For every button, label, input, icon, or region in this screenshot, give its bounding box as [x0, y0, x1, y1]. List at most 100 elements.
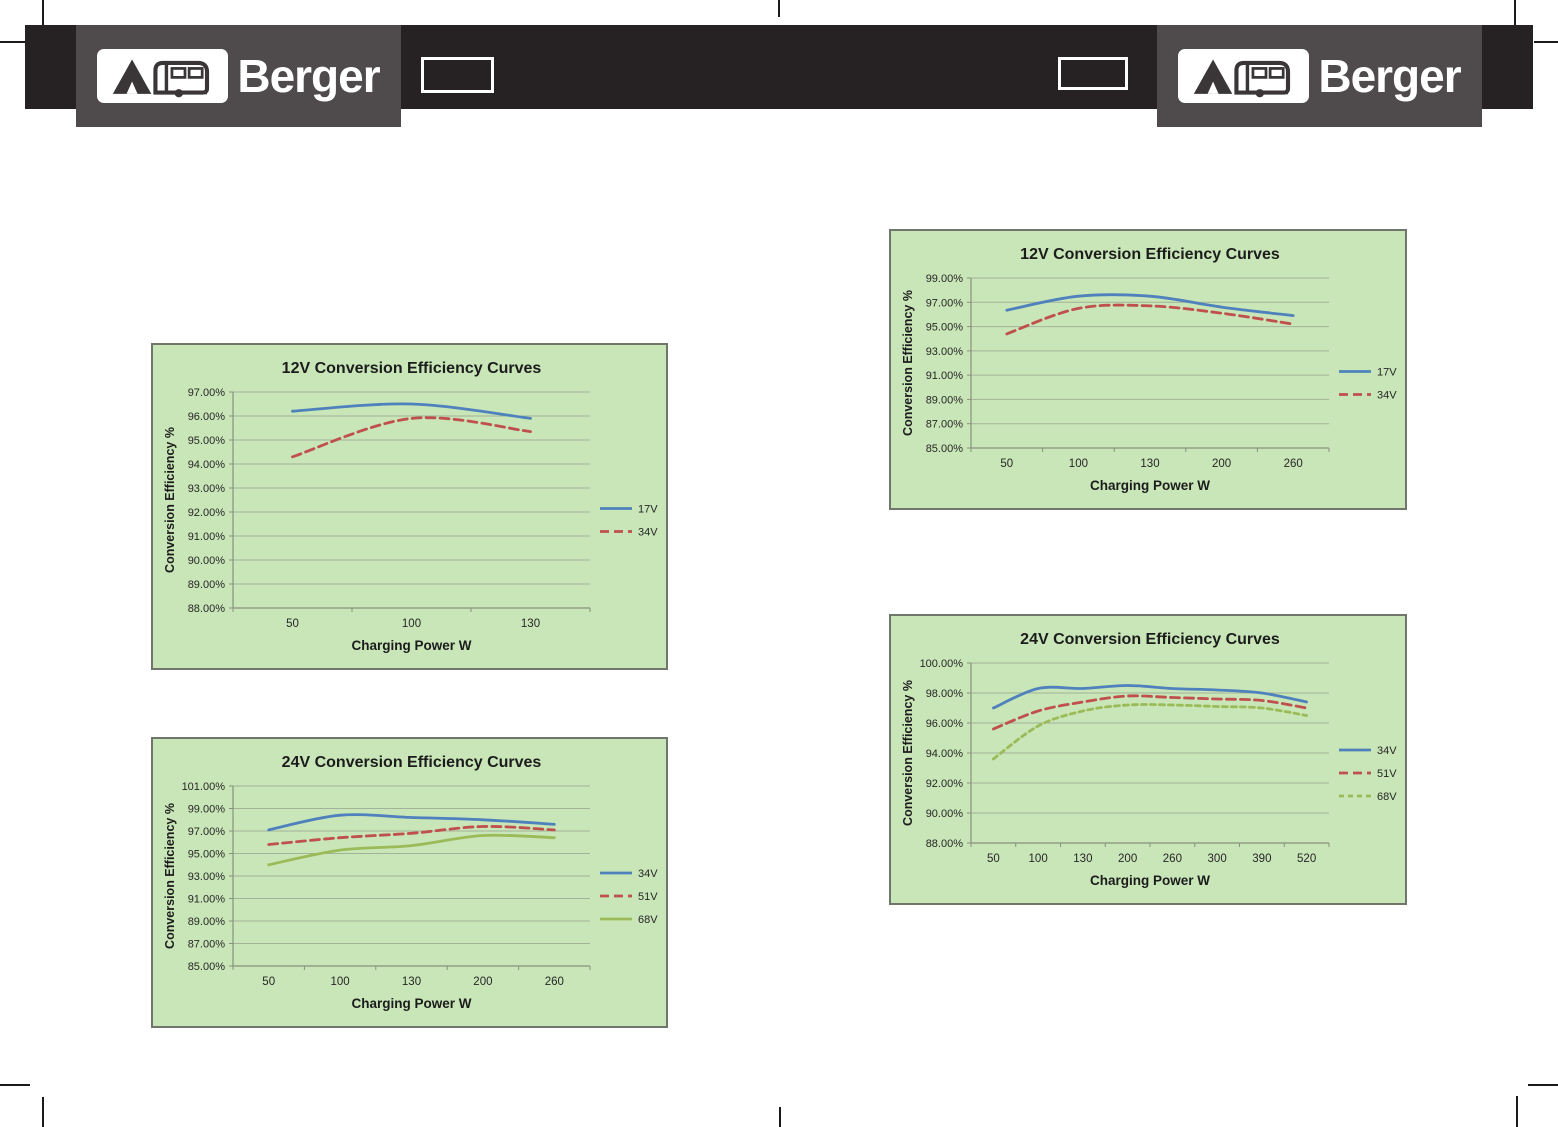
y-tick-label: 97.00%: [188, 826, 226, 838]
crop-mark-top-left-h: [0, 41, 30, 43]
y-tick-label: 91.00%: [926, 370, 964, 382]
y-tick-label: 98.00%: [926, 688, 964, 700]
x-tick-label: 200: [1212, 458, 1231, 470]
page-number-box-right: [1058, 57, 1128, 90]
x-tick-label: 50: [1000, 458, 1013, 470]
brand-name: Berger: [1318, 50, 1461, 102]
crop-mark-top-center-v: [778, 0, 780, 17]
series-line-51V: [267, 825, 556, 846]
x-axis-title: Charging Power W: [351, 996, 471, 1011]
y-axis-title: Conversion Efficiency %: [163, 427, 177, 573]
x-axis-title: Charging Power W: [1090, 478, 1210, 493]
y-tick-label: 100.00%: [920, 658, 964, 670]
x-tick-label: 130: [1140, 458, 1159, 470]
legend-label-68V: 68V: [1377, 791, 1397, 803]
series-line-17V: [291, 402, 532, 420]
crop-mark-bottom-center-v: [779, 1107, 781, 1127]
y-tick-label: 88.00%: [188, 603, 226, 615]
y-tick-label: 95.00%: [188, 849, 226, 861]
series-line-68V: [267, 833, 556, 867]
y-tick-label: 94.00%: [926, 748, 964, 760]
crop-mark-bottom-right-h: [1528, 1084, 1558, 1086]
x-tick-label: 300: [1208, 853, 1227, 865]
y-tick-label: 87.00%: [188, 939, 226, 951]
legend-label-68V: 68V: [638, 914, 658, 926]
crop-mark-bottom-left-v: [42, 1097, 44, 1127]
y-tick-label: 85.00%: [188, 961, 226, 973]
legend-label-51V: 51V: [1377, 768, 1397, 780]
x-tick-label: 50: [987, 853, 1000, 865]
y-tick-label: 99.00%: [926, 273, 964, 285]
caravan-tent-icon: [1178, 49, 1310, 103]
series-line-34V: [1005, 303, 1295, 336]
x-tick-label: 130: [402, 976, 421, 988]
chart-canvas-12v-efficiency-left: 12V Conversion Efficiency Curves 97.00% 96…: [153, 345, 666, 668]
legend-label-17V: 17V: [1377, 367, 1397, 379]
x-tick-label: 50: [262, 976, 275, 988]
chart-24v-efficiency-left: 24V Conversion Efficiency Curves 101.00% 9…: [151, 737, 668, 1028]
x-tick-label: 260: [1163, 853, 1182, 865]
y-tick-label: 97.00%: [188, 387, 226, 399]
y-tick-label: 91.00%: [188, 531, 226, 543]
plot-background: [891, 616, 1405, 903]
y-tick-label: 87.00%: [926, 419, 964, 431]
crop-mark-bottom-left-h: [0, 1084, 30, 1086]
x-tick-label: 100: [331, 976, 350, 988]
y-tick-label: 96.00%: [926, 718, 964, 730]
crop-mark-top-right-v: [1514, 0, 1516, 30]
plot-background: [153, 739, 666, 1026]
chart-title: 12V Conversion Efficiency Curves: [1020, 246, 1280, 263]
x-tick-label: 100: [402, 618, 421, 630]
x-tick-label: 200: [473, 976, 492, 988]
crop-mark-bottom-right-v: [1516, 1096, 1518, 1127]
y-tick-label: 90.00%: [926, 808, 964, 820]
y-tick-label: 93.00%: [188, 483, 226, 495]
y-tick-label: 92.00%: [926, 778, 964, 790]
chart-12v-efficiency-right: 12V Conversion Efficiency Curves 99.00% 97…: [889, 229, 1407, 510]
y-axis-title: Conversion Efficiency %: [901, 290, 915, 436]
y-tick-label: 101.00%: [182, 781, 226, 793]
x-axis-title: Charging Power W: [1090, 873, 1210, 888]
chart-title: 24V Conversion Efficiency Curves: [1020, 631, 1280, 648]
series-line-34V: [291, 416, 532, 459]
page-number-box-left: [421, 57, 494, 93]
series-line-51V: [992, 694, 1308, 731]
legend-label-34V: 34V: [638, 868, 658, 880]
x-tick-label: 200: [1118, 853, 1137, 865]
y-tick-label: 85.00%: [926, 443, 964, 455]
legend-label-17V: 17V: [638, 504, 658, 516]
y-tick-label: 92.00%: [188, 507, 226, 519]
y-tick-label: 96.00%: [188, 411, 226, 423]
y-axis-title: Conversion Efficiency %: [163, 803, 177, 949]
series-line-34V: [992, 684, 1308, 710]
crop-mark-top-left-v: [42, 0, 44, 30]
brand-logo-left: Berger: [76, 25, 401, 127]
x-tick-label: 390: [1252, 853, 1271, 865]
y-tick-label: 93.00%: [188, 871, 226, 883]
plot-background: [153, 345, 666, 668]
x-tick-label: 130: [1073, 853, 1092, 865]
legend-label-34V: 34V: [638, 527, 658, 539]
x-tick-label: 100: [1029, 853, 1048, 865]
series-line-17V: [1005, 293, 1295, 317]
legend-label-34V: 34V: [1377, 745, 1397, 757]
y-tick-label: 90.00%: [188, 555, 226, 567]
y-tick-label: 89.00%: [188, 579, 226, 591]
y-tick-label: 94.00%: [188, 459, 226, 471]
crop-mark-top-right-h: [1534, 41, 1558, 43]
x-tick-label: 100: [1069, 458, 1088, 470]
x-axis-title: Charging Power W: [351, 638, 471, 653]
caravan-tent-icon: [97, 49, 229, 103]
y-axis-title: Conversion Efficiency %: [901, 680, 915, 826]
x-tick-label: 260: [1284, 458, 1303, 470]
chart-title: 24V Conversion Efficiency Curves: [282, 754, 542, 771]
chart-canvas-24v-efficiency-left: 24V Conversion Efficiency Curves 101.00% 9…: [153, 739, 666, 1026]
legend-label-51V: 51V: [638, 891, 658, 903]
y-tick-label: 95.00%: [188, 435, 226, 447]
x-tick-label: 50: [286, 618, 299, 630]
chart-title: 12V Conversion Efficiency Curves: [282, 360, 542, 377]
y-tick-label: 99.00%: [188, 804, 226, 816]
series-line-68V: [992, 703, 1308, 761]
chart-canvas-24v-efficiency-right: 24V Conversion Efficiency Curves 100.00% 9…: [891, 616, 1405, 903]
